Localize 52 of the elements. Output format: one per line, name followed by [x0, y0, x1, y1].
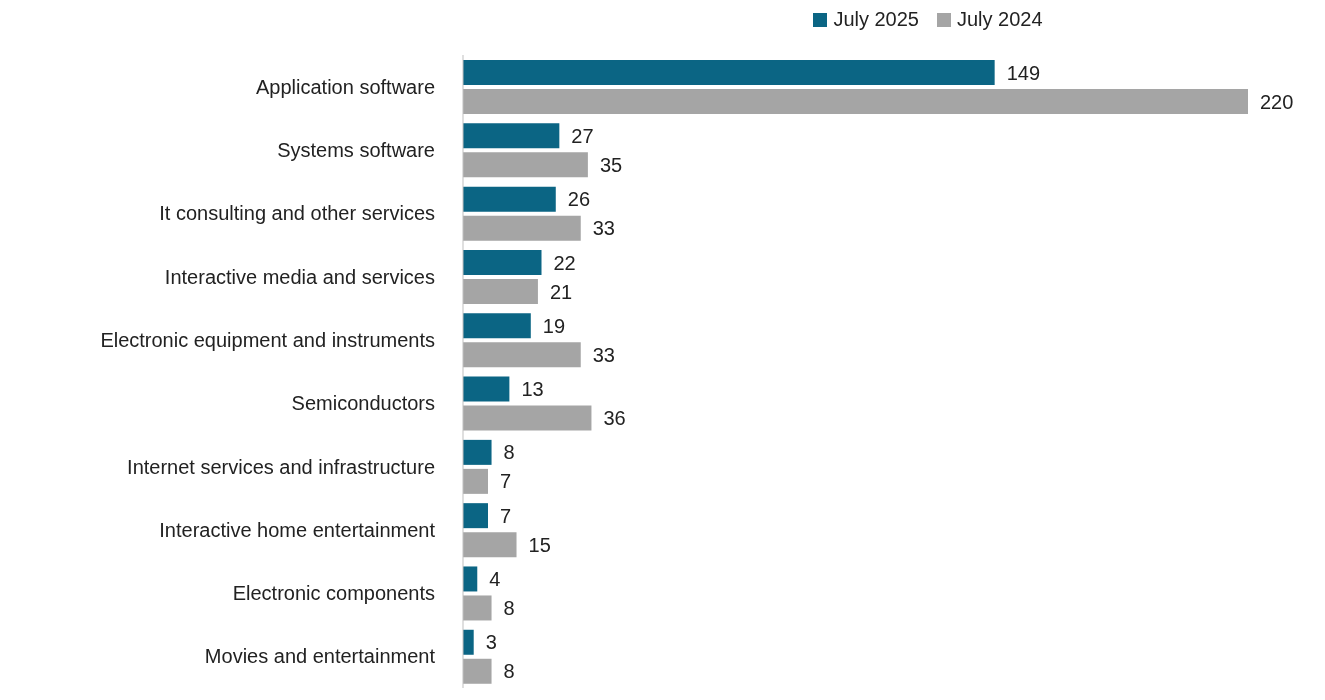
data-label: 8	[503, 660, 515, 683]
bar	[463, 503, 488, 529]
bar	[463, 468, 488, 494]
data-label: 4	[489, 568, 501, 591]
bar	[463, 215, 581, 241]
y-tick-label: Systems software	[277, 139, 435, 162]
data-label: 35	[599, 153, 623, 176]
bar	[463, 566, 478, 592]
data-label: 7	[499, 470, 512, 493]
data-label: 7	[499, 504, 512, 527]
data-label: 220	[1260, 90, 1294, 113]
legend-label: July 2024	[956, 8, 1043, 31]
data-label: 19	[542, 314, 566, 337]
bar	[463, 532, 517, 558]
bar	[463, 278, 538, 304]
bar	[463, 123, 560, 149]
bar	[463, 89, 1248, 115]
bar	[463, 376, 510, 402]
data-label: 8	[503, 441, 515, 464]
data-label: 149	[1006, 61, 1041, 84]
bar	[463, 658, 492, 684]
bar	[463, 313, 531, 339]
y-tick-label: It consulting and other services	[159, 202, 435, 225]
y-tick-label: Semiconductors	[291, 392, 435, 415]
bar	[463, 249, 542, 275]
data-label: 3	[485, 631, 497, 654]
y-tick-label: Electronic equipment and instruments	[100, 328, 435, 351]
data-label: 22	[553, 251, 576, 274]
bar	[463, 595, 492, 621]
y-tick-label: Interactive home entertainment	[159, 518, 436, 541]
bar	[463, 152, 588, 178]
bar	[463, 629, 474, 655]
data-label: 33	[592, 343, 615, 366]
data-label: 27	[571, 124, 594, 147]
bar	[463, 405, 592, 431]
y-tick-label: Interactive media and services	[164, 265, 435, 288]
data-label: 21	[549, 280, 573, 303]
data-label: 13	[521, 378, 544, 401]
data-label: 33	[592, 217, 615, 240]
bar	[463, 186, 556, 212]
legend-label: July 2025	[832, 8, 919, 31]
y-tick-label: Movies and entertainment	[204, 645, 436, 668]
data-label: 36	[603, 407, 626, 430]
bar	[463, 60, 995, 86]
y-tick-label: Electronic components	[232, 582, 435, 605]
data-label: 8	[503, 597, 515, 620]
data-label: 26	[567, 188, 591, 211]
bar	[463, 439, 492, 465]
y-tick-label: Internet services and infrastructure	[127, 455, 435, 478]
data-label: 15	[528, 533, 551, 556]
bar	[463, 342, 581, 368]
y-tick-label: Application software	[256, 75, 435, 98]
